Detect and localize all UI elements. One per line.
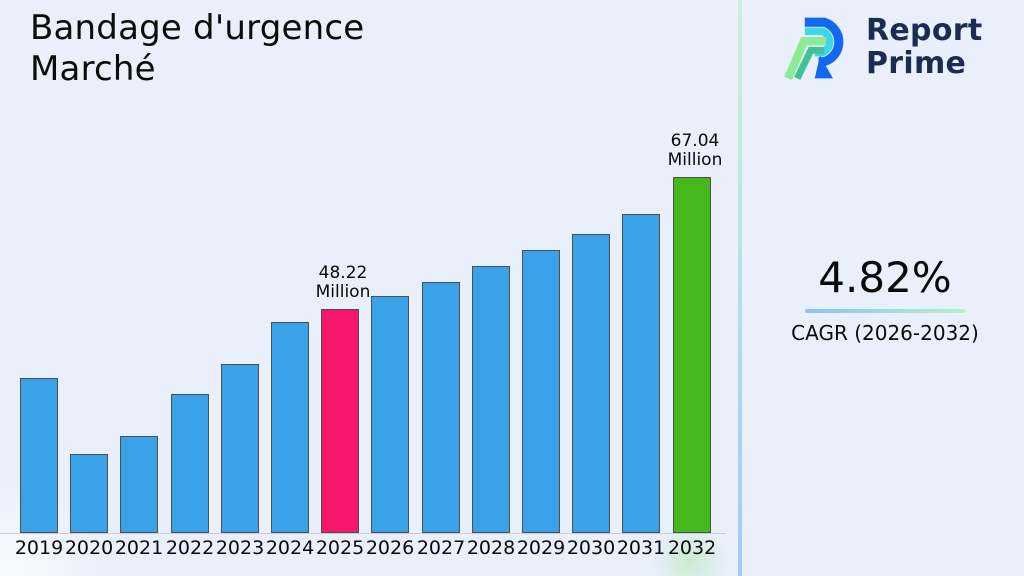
- bar-2025: [321, 309, 359, 533]
- year-label-2024: 2024: [265, 537, 315, 559]
- chart-title-line1: Bandage d'urgence: [30, 8, 365, 48]
- year-label-2023: 2023: [215, 537, 265, 559]
- bar-2030: [572, 234, 610, 533]
- cagr-label: CAGR (2026-2032): [791, 321, 979, 345]
- year-label-2026: 2026: [365, 537, 415, 559]
- annotation-value: 67.04: [670, 131, 720, 151]
- bar-2021: [120, 436, 158, 533]
- year-label-2025: 2025: [315, 537, 365, 559]
- logo-text-line1: Report: [866, 13, 983, 48]
- bar-2032: [673, 177, 711, 533]
- bar-2024: [271, 322, 309, 533]
- bar-2028: [472, 266, 510, 533]
- chart-title-line2: Marché: [30, 49, 156, 89]
- bar-2022: [171, 394, 209, 533]
- bar-2019: [20, 378, 58, 533]
- value-annotation-2032: 67.04 Million: [668, 132, 723, 170]
- year-label-2019: 2019: [14, 537, 64, 559]
- year-label-2020: 2020: [64, 537, 114, 559]
- panel-divider: [738, 0, 742, 576]
- year-label-2031: 2031: [616, 537, 666, 559]
- logo-text: Report Prime: [866, 14, 982, 80]
- logo-text-line2: Prime: [866, 46, 967, 81]
- cagr-value: 4.82%: [818, 253, 952, 302]
- report-prime-logo-icon: [784, 17, 844, 81]
- year-label-2029: 2029: [516, 537, 566, 559]
- year-label-2022: 2022: [165, 537, 215, 559]
- cagr-underline: [805, 309, 965, 313]
- axis-baseline: [0, 533, 726, 534]
- bar-2020: [70, 454, 108, 533]
- year-label-2030: 2030: [566, 537, 616, 559]
- bar-2027: [422, 282, 460, 533]
- chart-panel: Bandage d'urgence Marché 2019 2020 2021 202…: [0, 0, 738, 576]
- bar-2031: [622, 214, 660, 533]
- logo: Report Prime: [782, 8, 982, 88]
- value-annotation-2025: 48.22 Million: [316, 264, 371, 302]
- year-label-2032: 2032: [667, 537, 717, 559]
- bar-2026: [371, 296, 409, 533]
- year-label-2021: 2021: [114, 537, 164, 559]
- annotation-value: 48.22: [318, 263, 368, 283]
- year-label-2027: 2027: [416, 537, 466, 559]
- annotation-unit: Million: [315, 282, 371, 302]
- bar-2029: [522, 250, 560, 533]
- cagr-block: 4.82% CAGR (2026-2032): [753, 253, 1017, 345]
- bar-2023: [221, 364, 259, 533]
- annotation-unit: Million: [667, 150, 723, 170]
- year-label-2028: 2028: [466, 537, 516, 559]
- chart-title: Bandage d'urgence Marché: [30, 8, 364, 90]
